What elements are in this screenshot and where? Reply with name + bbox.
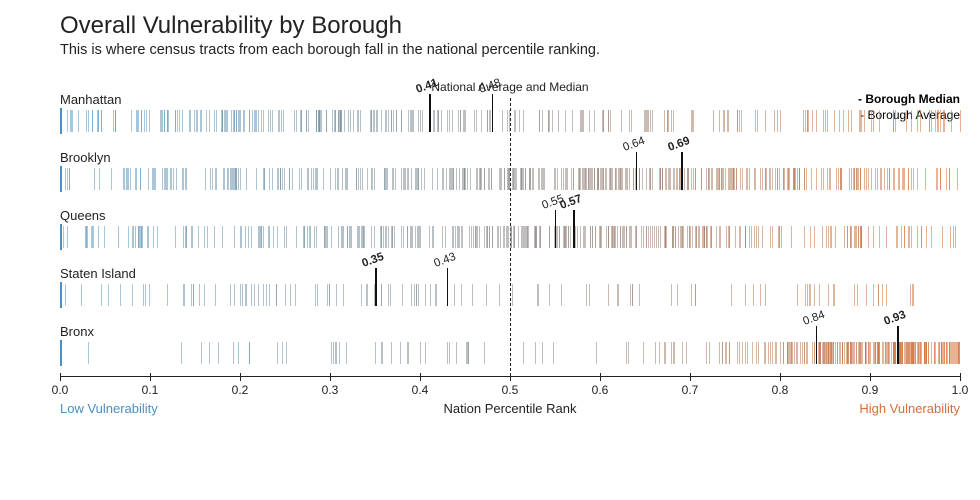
borough-label: Brooklyn [60,150,111,165]
borough-row: Bronx0.840.93 [60,318,960,376]
page-subtitle: This is where census tracts from each bo… [60,42,960,58]
axis-tick [420,373,421,381]
axis-tick-label: 0.8 [772,383,789,397]
borough-label: Manhattan [60,92,121,107]
strip-plot [60,110,960,132]
borough-row: Queens0.550.57 [60,202,960,260]
axis-tick-label: 0.3 [322,383,339,397]
borough-row: Manhattan0.480.41 [60,86,960,144]
borough-row: Brooklyn0.640.69 [60,144,960,202]
borough-row: Staten Island0.430.35 [60,260,960,318]
median-marker [897,326,899,364]
page-title: Overall Vulnerability by Borough [60,12,960,40]
average-marker [555,210,556,248]
average-marker [636,152,637,190]
axis-tick-label: 0.0 [52,383,69,397]
low-vulnerability-label: Low Vulnerability [60,401,158,416]
axis-tick [510,373,511,381]
axis-tick-label: 0.4 [412,383,429,397]
median-marker [681,152,683,190]
axis-tick-label: 1.0 [952,383,969,397]
axis-tick [330,373,331,381]
median-value: 0.41 [414,77,439,96]
strip-plot [60,342,960,364]
strip-plot [60,226,960,248]
axis-tick [150,373,151,381]
axis-tick [240,373,241,381]
median-marker [375,268,377,306]
axis-tick-label: 0.5 [502,383,519,397]
axis-tick [690,373,691,381]
axis-tick-label: 0.2 [232,383,249,397]
axis-tick-label: 0.7 [682,383,699,397]
axis-tick-label: 0.6 [592,383,609,397]
median-marker [573,210,575,248]
average-marker [816,326,817,364]
x-axis-label: Nation Percentile Rank [444,401,577,416]
axis-tick-label: 0.9 [862,383,879,397]
median-marker [429,94,431,132]
chart: National Average and Median - Borough Me… [60,86,960,404]
average-marker [492,94,493,132]
x-axis: Low Vulnerability Nation Percentile Rank… [60,376,960,404]
axis-tick [60,373,61,381]
axis-tick-label: 0.1 [142,383,159,397]
axis-tick [870,373,871,381]
borough-label: Bronx [60,324,94,339]
average-marker [447,268,448,306]
axis-tick [780,373,781,381]
high-vulnerability-label: High Vulnerability [859,401,960,416]
borough-label: Staten Island [60,266,136,281]
borough-label: Queens [60,208,106,223]
axis-tick [600,373,601,381]
strip-plot [60,284,960,306]
axis-tick [960,373,961,381]
strip-plot [60,168,960,190]
